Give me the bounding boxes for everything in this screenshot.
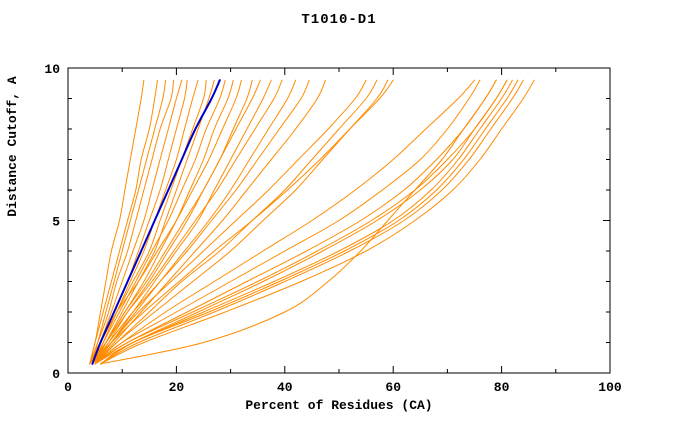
model-curve: [100, 79, 508, 365]
model-curve: [94, 79, 367, 365]
model-curve: [91, 79, 310, 365]
x-tick-label: 60: [385, 380, 401, 395]
x-tick-label: 40: [277, 380, 293, 395]
y-tick-label: 5: [52, 215, 60, 230]
model-curve: [94, 79, 253, 365]
x-tick-label: 100: [598, 380, 622, 395]
model-curve: [94, 79, 234, 365]
model-curve: [91, 79, 261, 365]
y-tick-label: 0: [52, 367, 60, 382]
x-axis-label: Percent of Residues (CA): [245, 398, 433, 413]
model-curve: [91, 79, 226, 365]
model-curve: [94, 79, 475, 365]
model-curve: [100, 79, 497, 365]
chart-title: T1010-D1: [301, 12, 377, 28]
model-curve: [100, 79, 519, 365]
model-curve: [94, 79, 508, 365]
model-curve: [89, 79, 242, 365]
model-curve: [94, 79, 513, 365]
model-curve: [94, 79, 326, 365]
model-curve: [94, 79, 272, 365]
y-tick-label: 10: [44, 62, 60, 77]
model-curve: [89, 79, 145, 365]
x-tick-label: 0: [64, 380, 72, 395]
model-curve: [91, 79, 167, 365]
model-curve: [94, 79, 389, 365]
model-curve: [94, 79, 481, 365]
x-tick-label: 80: [494, 380, 510, 395]
model-curve: [91, 79, 394, 365]
model-curve: [94, 79, 497, 365]
model-curve: [89, 79, 283, 365]
model-curve: [94, 79, 297, 365]
model-curve: [100, 79, 524, 365]
y-axis-label: Distance Cutoff, A: [5, 76, 20, 217]
model-curve: [100, 79, 535, 365]
model-curve: [89, 79, 158, 365]
model-curve: [89, 79, 175, 365]
model-curve: [89, 79, 207, 365]
model-curve: [94, 79, 183, 365]
model-curve: [94, 79, 215, 365]
highlight-curve: [91, 79, 221, 365]
x-tick-label: 20: [169, 380, 185, 395]
